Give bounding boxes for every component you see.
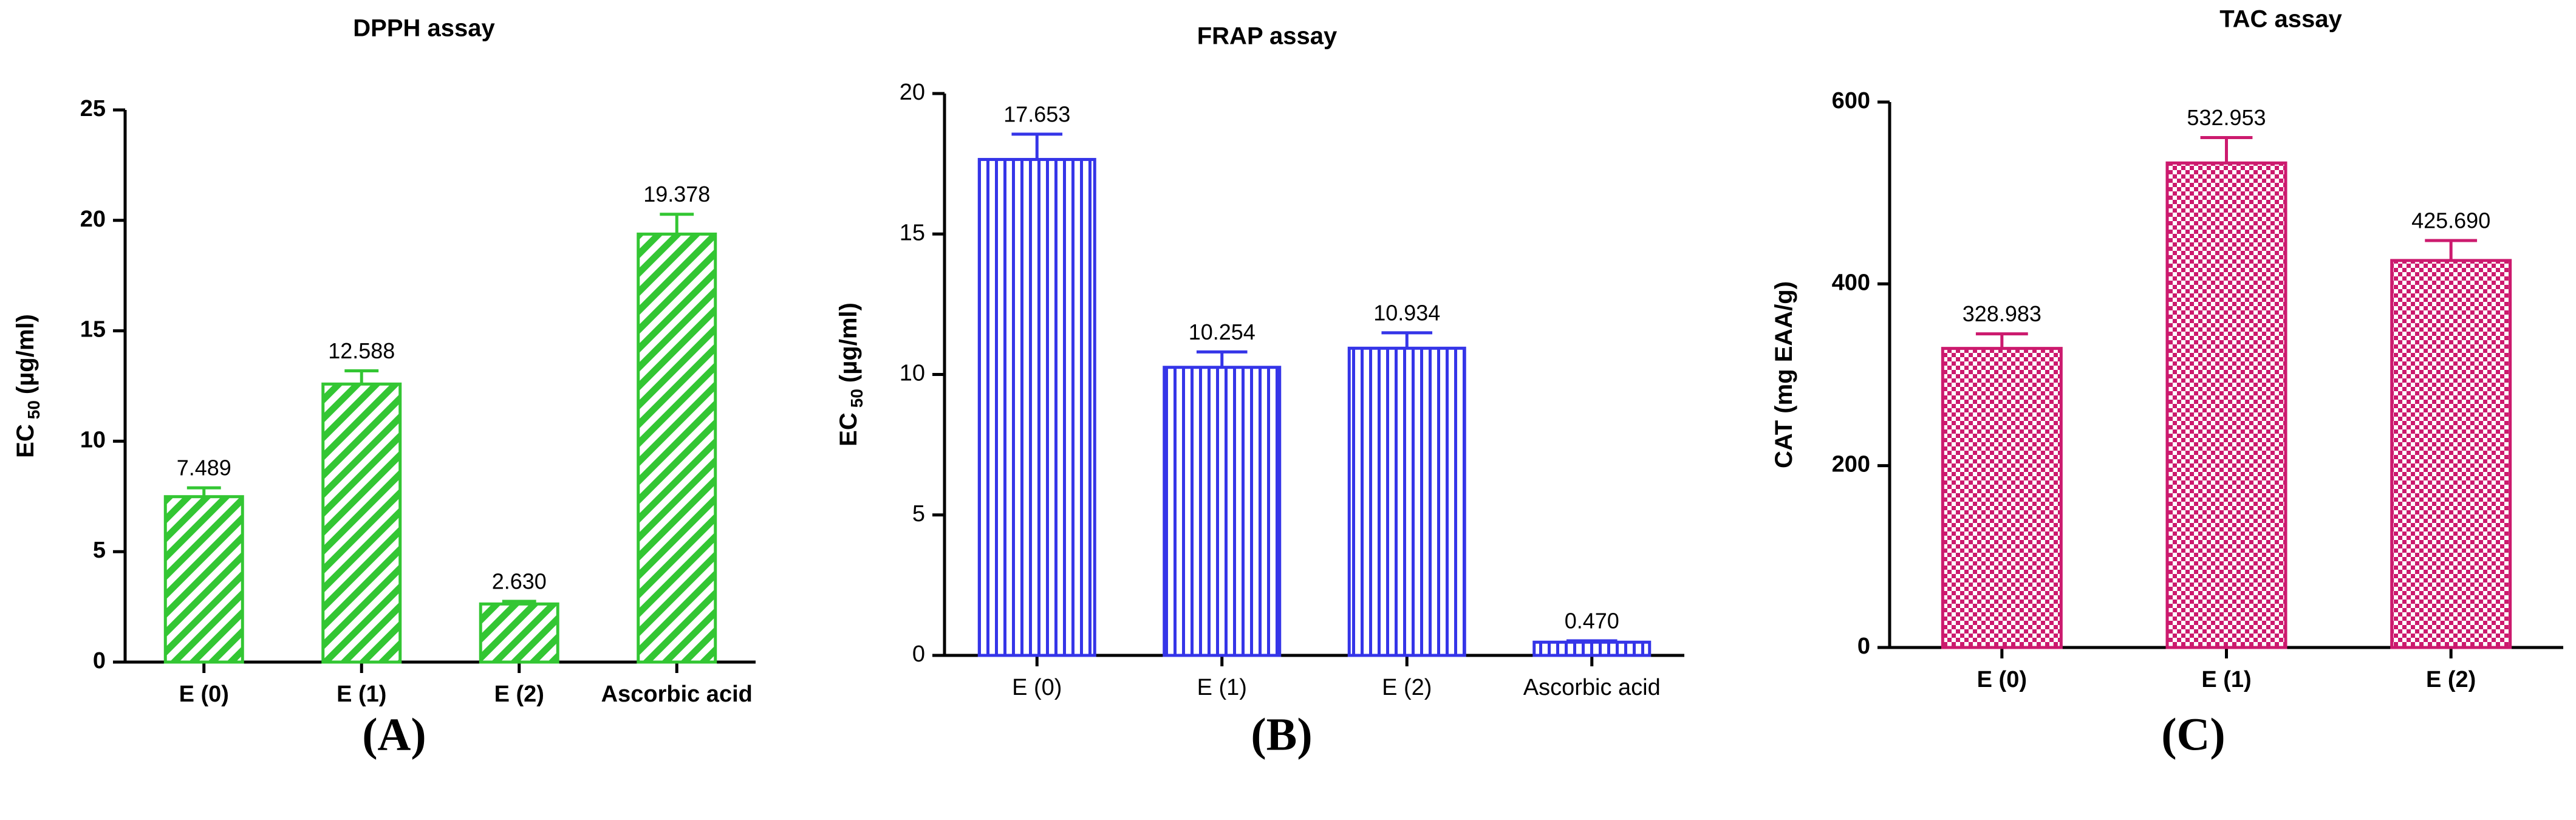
y-tick-label: 0 xyxy=(1857,634,1870,659)
data-label: 12.588 xyxy=(328,338,395,363)
bar xyxy=(321,382,402,664)
y-tick-label: 0 xyxy=(93,648,106,674)
y-tick-label: 0 xyxy=(912,641,925,667)
x-tick-label: E (0) xyxy=(179,682,229,707)
bar xyxy=(1941,347,2063,649)
y-axis-label-part: 50 xyxy=(847,389,866,408)
y-axis-label-part: (µg/ml) xyxy=(835,302,862,383)
data-label: 425.690 xyxy=(2411,208,2490,233)
y-axis-label-part: EC xyxy=(835,412,862,446)
bar xyxy=(1163,366,1282,657)
data-label: 7.489 xyxy=(177,456,231,480)
y-tick-label: 25 xyxy=(80,96,106,121)
x-tick-label: Ascorbic acid xyxy=(601,682,753,707)
bar xyxy=(637,232,717,664)
bar xyxy=(977,158,1096,657)
x-tick-label: E (2) xyxy=(2426,667,2476,692)
bar xyxy=(1532,640,1652,657)
bar xyxy=(2165,161,2287,649)
y-axis-label-part: (µg/ml) xyxy=(12,314,39,394)
bar xyxy=(479,602,559,664)
panel-label: (A) xyxy=(362,709,426,760)
y-tick-label: 400 xyxy=(1832,270,1870,295)
y-tick-label: 5 xyxy=(912,501,925,527)
y-tick-label: 20 xyxy=(80,207,106,232)
y-axis-label-part: 50 xyxy=(24,400,43,419)
data-label: 328.983 xyxy=(1963,301,2041,326)
y-tick-label: 15 xyxy=(900,220,925,245)
y-tick-label: 200 xyxy=(1832,452,1870,477)
bar xyxy=(1347,346,1466,657)
y-tick-label: 600 xyxy=(1832,88,1870,114)
x-tick-label: E (2) xyxy=(1382,675,1432,700)
chart-title: DPPH assay xyxy=(353,15,495,42)
y-axis-label: EC 50 (µg/ml) xyxy=(12,314,43,458)
data-label: 532.953 xyxy=(2187,105,2266,130)
data-label: 19.378 xyxy=(643,182,710,207)
y-axis-label: EC 50 (µg/ml) xyxy=(835,302,866,446)
bar xyxy=(163,495,244,664)
data-label: 2.630 xyxy=(492,569,547,594)
y-axis-label-part: CAT (mg EAA/g) xyxy=(1771,281,1797,468)
x-tick-label: Ascorbic acid xyxy=(1523,675,1661,700)
y-tick-label: 15 xyxy=(80,317,106,343)
x-tick-label: E (1) xyxy=(337,682,386,707)
y-tick-label: 5 xyxy=(93,538,106,563)
x-tick-label: E (2) xyxy=(494,682,544,707)
y-axis-label: CAT (mg EAA/g) xyxy=(1771,281,1797,468)
y-axis-label-part: EC xyxy=(12,424,39,458)
x-tick-label: E (0) xyxy=(1977,667,2027,692)
y-tick-label: 10 xyxy=(80,427,106,453)
x-tick-label: E (1) xyxy=(1197,675,1247,700)
y-tick-label: 20 xyxy=(900,80,925,105)
panel-label: (B) xyxy=(1251,709,1312,760)
y-tick-label: 10 xyxy=(900,361,925,386)
x-tick-label: E (0) xyxy=(1012,675,1062,700)
x-tick-label: E (1) xyxy=(2201,667,2251,692)
data-label: 10.934 xyxy=(1373,300,1440,325)
panel-label: (C) xyxy=(2161,709,2226,760)
data-label: 10.254 xyxy=(1189,319,1256,344)
data-label: 0.470 xyxy=(1565,608,1619,633)
chart-title: TAC assay xyxy=(2219,6,2342,33)
bar xyxy=(2390,259,2512,649)
chart-title: FRAP assay xyxy=(1197,23,1338,50)
data-label: 17.653 xyxy=(1003,101,1070,126)
